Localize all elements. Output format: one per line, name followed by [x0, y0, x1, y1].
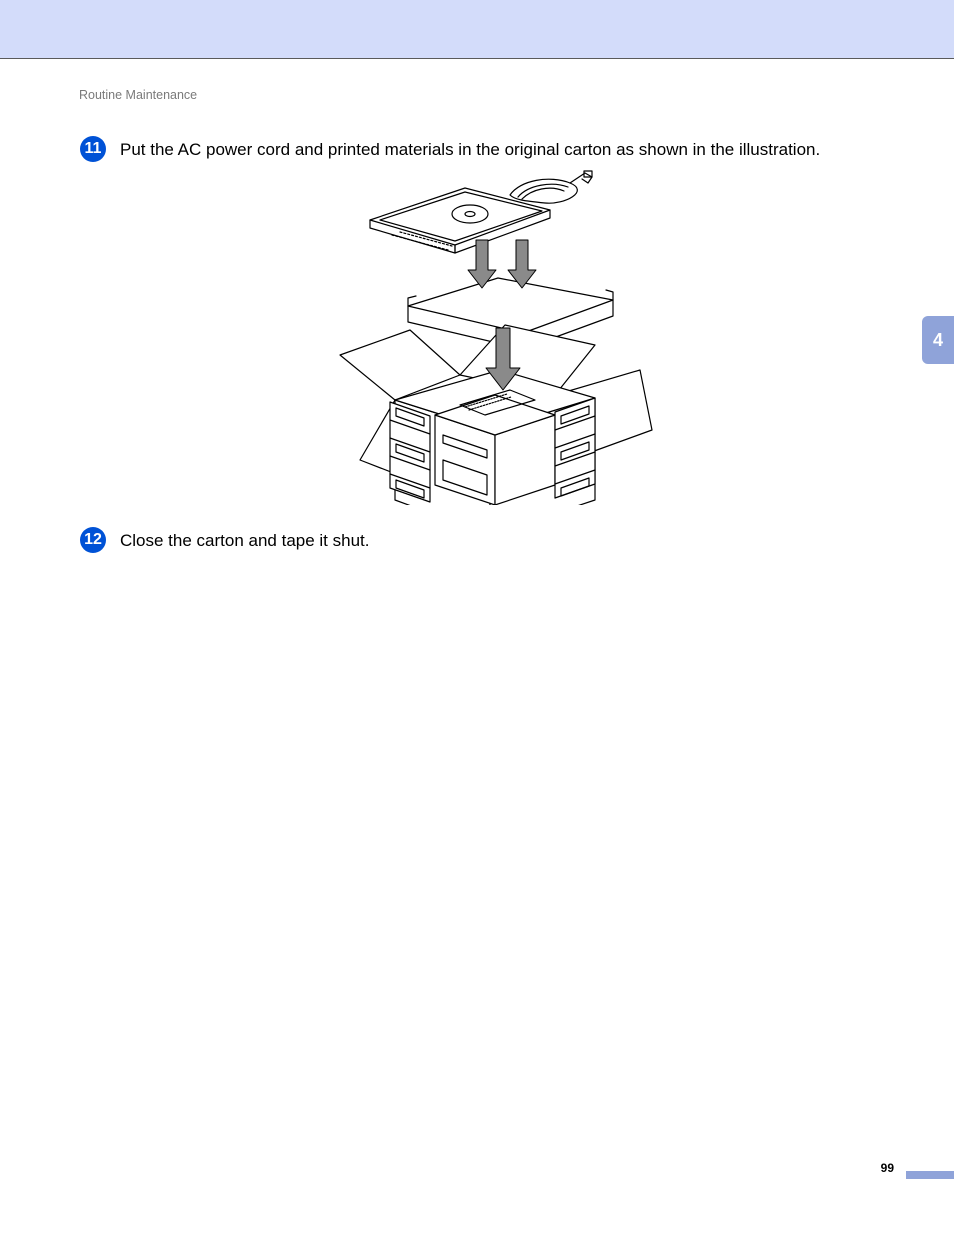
chapter-tab: 4 [922, 316, 954, 364]
step-11: 11 Put the AC power cord and printed mat… [80, 139, 920, 162]
step-12: 12 Close the carton and tape it shut. [80, 530, 920, 553]
page-number: 99 [881, 1161, 894, 1175]
step-text: Put the AC power cord and printed materi… [120, 139, 820, 161]
step-text: Close the carton and tape it shut. [120, 530, 370, 552]
section-label: Routine Maintenance [79, 88, 197, 102]
header-rule [0, 58, 954, 59]
step-number-badge: 12 [80, 527, 106, 553]
packing-illustration [330, 170, 660, 505]
footer-accent-bar [906, 1171, 954, 1179]
step-number-badge: 11 [80, 136, 106, 162]
top-banner [0, 0, 954, 58]
